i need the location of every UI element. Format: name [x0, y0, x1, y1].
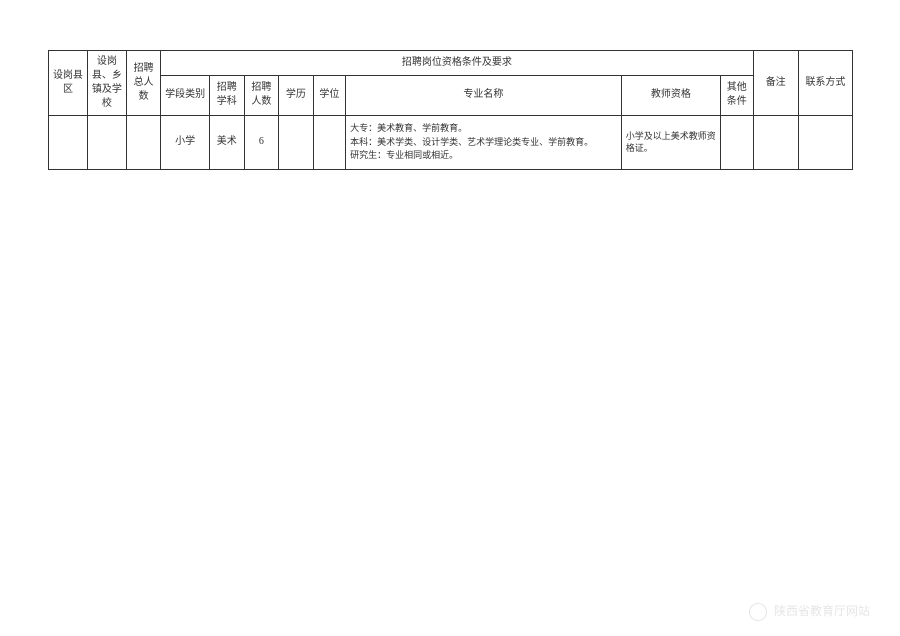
- header-other: 其他条件: [721, 75, 753, 115]
- table-header-row-2: 学段类别 招聘学科 招聘人数 学历 学位 专业名称 教师资格 其他条件: [49, 75, 853, 115]
- cell-remark: [753, 116, 798, 170]
- watermark: 陕西省教育厅网站: [749, 602, 870, 621]
- header-major: 专业名称: [346, 75, 622, 115]
- header-count: 招聘人数: [244, 75, 279, 115]
- header-education: 学历: [279, 75, 314, 115]
- cell-county: [49, 116, 88, 170]
- cell-total: [126, 116, 161, 170]
- watermark-text: 陕西省教育厅网站: [774, 604, 870, 618]
- header-county: 设岗县区: [49, 51, 88, 116]
- header-total: 招聘总人数: [126, 51, 161, 116]
- header-remark: 备注: [753, 51, 798, 116]
- cell-school: [87, 116, 126, 170]
- cell-education: [279, 116, 314, 170]
- header-subject: 招聘学科: [209, 75, 244, 115]
- recruitment-table: 设岗县区 设岗县、乡镇及学校 招聘总人数 招聘岗位资格条件及要求 备注 联系方式…: [48, 50, 853, 170]
- cell-other: [721, 116, 753, 170]
- table-row: 小学 美术 6 大专：美术教育、学前教育。 本科：美术学类、设计学类、艺术学理论…: [49, 116, 853, 170]
- cell-stage: 小学: [161, 116, 210, 170]
- table-header-row-1: 设岗县区 设岗县、乡镇及学校 招聘总人数 招聘岗位资格条件及要求 备注 联系方式: [49, 51, 853, 76]
- cell-count: 6: [244, 116, 279, 170]
- header-requirements-group: 招聘岗位资格条件及要求: [161, 51, 753, 76]
- header-contact: 联系方式: [798, 51, 852, 116]
- recruitment-table-container: 设岗县区 设岗县、乡镇及学校 招聘总人数 招聘岗位资格条件及要求 备注 联系方式…: [48, 50, 853, 170]
- cell-subject: 美术: [209, 116, 244, 170]
- watermark-icon: [749, 603, 767, 621]
- header-stage: 学段类别: [161, 75, 210, 115]
- cell-qualification: 小学及以上美术教师资格证。: [621, 116, 720, 170]
- header-school: 设岗县、乡镇及学校: [87, 51, 126, 116]
- cell-major: 大专：美术教育、学前教育。 本科：美术学类、设计学类、艺术学理论类专业、学前教育…: [346, 116, 622, 170]
- cell-degree: [313, 116, 345, 170]
- header-qualification: 教师资格: [621, 75, 720, 115]
- header-degree: 学位: [313, 75, 345, 115]
- cell-contact: [798, 116, 852, 170]
